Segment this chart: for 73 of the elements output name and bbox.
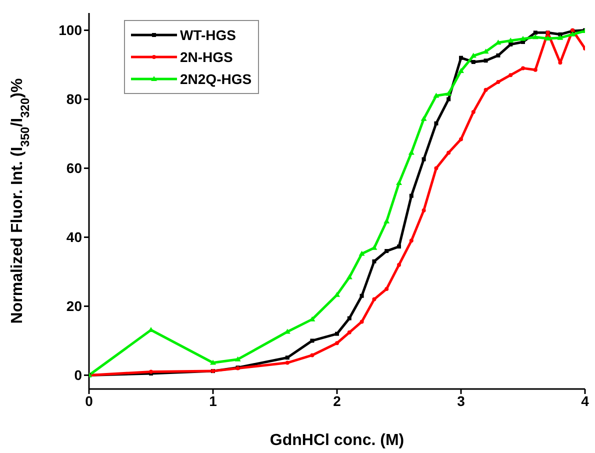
legend-label: WT-HGS <box>180 27 236 43</box>
point <box>420 116 427 121</box>
point <box>533 68 538 72</box>
point <box>408 150 414 155</box>
x-tick-label: 1 <box>209 392 218 409</box>
point <box>335 341 339 346</box>
point <box>508 73 513 78</box>
point <box>334 292 340 297</box>
point <box>484 58 488 63</box>
point <box>346 274 352 280</box>
point <box>210 360 216 365</box>
y-tick-label: 0 <box>74 367 82 384</box>
point <box>397 262 401 267</box>
point <box>558 32 562 36</box>
y-tick-label: 100 <box>58 22 82 38</box>
x-tick-label: 4 <box>581 392 590 409</box>
point <box>397 244 401 249</box>
point <box>570 31 576 36</box>
x-tick-label: 2 <box>333 392 342 409</box>
point <box>459 56 463 60</box>
point <box>508 42 513 46</box>
x-tick-label: 3 <box>457 392 466 409</box>
x-tick-label: 0 <box>85 392 94 409</box>
point <box>422 208 426 212</box>
point <box>347 330 352 334</box>
point <box>496 80 500 84</box>
y-tick-label: 60 <box>66 160 82 176</box>
point <box>347 316 352 320</box>
point <box>360 294 364 298</box>
legend-label: 2N2Q-HGS <box>180 71 252 87</box>
point <box>285 360 290 365</box>
point <box>422 157 426 162</box>
x-axis-title: GdnHCl conc. (M) <box>270 432 404 449</box>
point <box>458 68 464 73</box>
point <box>384 286 389 291</box>
point <box>234 356 241 362</box>
point <box>471 110 476 114</box>
point <box>335 332 339 336</box>
point <box>384 218 390 224</box>
point <box>310 338 314 343</box>
point <box>434 121 438 126</box>
y-tick-label: 40 <box>66 229 82 246</box>
point <box>434 166 438 170</box>
point <box>384 249 389 254</box>
point <box>360 320 364 324</box>
point <box>521 66 525 70</box>
point <box>310 353 314 358</box>
point <box>470 52 476 58</box>
point <box>544 36 551 41</box>
point <box>533 30 538 35</box>
point <box>520 36 526 41</box>
point <box>358 250 365 256</box>
point <box>433 92 440 98</box>
point <box>372 259 376 264</box>
point <box>459 137 463 142</box>
point <box>471 60 476 64</box>
point <box>484 88 488 92</box>
point <box>557 34 564 40</box>
point <box>482 48 489 54</box>
point <box>496 53 500 58</box>
point <box>446 97 451 102</box>
point <box>409 194 414 198</box>
point <box>285 356 290 360</box>
legend-label: 2N-HGS <box>180 49 233 65</box>
point <box>409 238 414 243</box>
y-tick-label: 80 <box>66 91 82 108</box>
point <box>446 90 452 96</box>
point <box>532 34 538 40</box>
point <box>372 297 376 302</box>
point <box>446 150 451 155</box>
y-tick-label: 20 <box>66 298 82 314</box>
point <box>396 180 402 186</box>
point <box>508 38 514 43</box>
